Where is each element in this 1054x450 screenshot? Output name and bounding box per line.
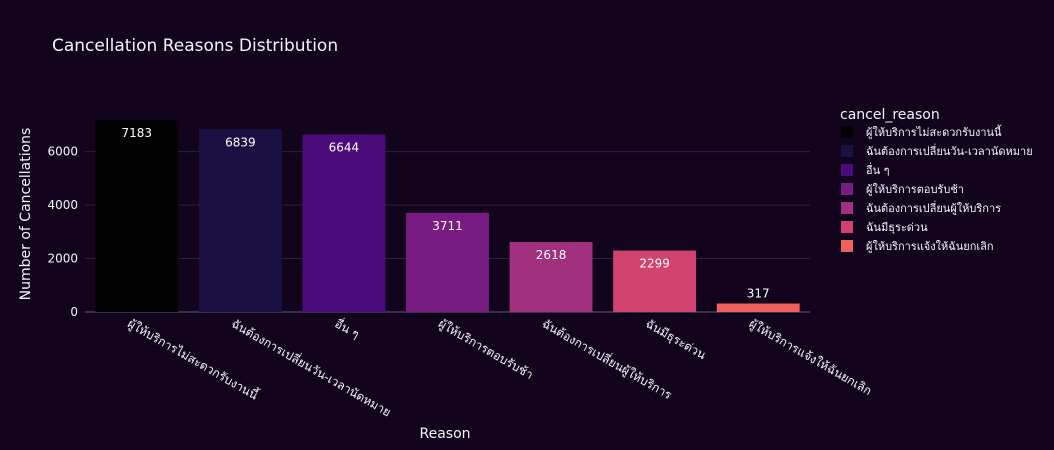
bar[interactable]: [302, 134, 386, 312]
bar[interactable]: [95, 120, 179, 313]
legend-item[interactable]: อื่น ๆ: [841, 162, 890, 177]
legend-swatch: [841, 126, 853, 138]
legend-item[interactable]: ผู้ให้บริการแจ้งให้ฉันยกเลิก: [841, 240, 994, 253]
x-tick-label: ฉันต้องการเปลี่ยนวัน-เวลานัดหมาย: [229, 315, 394, 420]
bar[interactable]: [198, 129, 282, 312]
legend-label: ผู้ให้บริการตอบรับช้า: [866, 183, 964, 196]
legend-item[interactable]: ผู้ให้บริการตอบรับช้า: [841, 183, 964, 196]
bar-value-label: 2618: [536, 248, 567, 262]
bar-value-label: 7183: [122, 126, 153, 140]
bar[interactable]: [509, 242, 593, 312]
x-axis-title: Reason: [419, 426, 470, 442]
x-tick-label: ฉันมีธุระด่วน: [643, 316, 709, 363]
legend-swatch: [841, 164, 853, 176]
y-tick-label: 4000: [47, 198, 78, 212]
legend-item[interactable]: ฉันต้องการเปลี่ยนผู้ให้บริการ: [841, 200, 1001, 215]
legend-label: ฉันมีธุระด่วน: [866, 221, 928, 234]
legend-items: ผู้ให้บริการไม่สะดวกรับงานนี้ฉันต้องการเ…: [841, 124, 1033, 253]
y-axis-title: Number of Cancellations: [18, 128, 34, 301]
legend-item[interactable]: ฉันต้องการเปลี่ยนวัน-เวลานัดหมาย: [841, 143, 1033, 158]
legend-title: cancel_reason: [840, 107, 940, 123]
bar-value-label: 3711: [432, 219, 463, 233]
legend-label: ฉันต้องการเปลี่ยนผู้ให้บริการ: [866, 200, 1001, 215]
legend-swatch: [841, 221, 853, 233]
legend-swatch: [841, 240, 853, 252]
bars[interactable]: [95, 120, 800, 313]
legend-swatch: [841, 145, 853, 157]
x-tick-label: ผู้ให้บริการตอบรับช้า: [436, 316, 536, 382]
bar[interactable]: [406, 212, 489, 312]
bar-value-label: 6839: [225, 135, 256, 149]
bar-value-label: 317: [747, 287, 770, 301]
legend: cancel_reason ผู้ให้บริการไม่สะดวกรับงาน…: [840, 107, 1033, 253]
bar-value-label: 6644: [329, 140, 360, 154]
x-tick-label: ผู้ให้บริการแจ้งให้ฉันยกเลิก: [746, 316, 874, 399]
bar[interactable]: [716, 303, 800, 312]
x-tick-label: อื่น ๆ: [332, 315, 362, 342]
chart-title: Cancellation Reasons Distribution: [52, 36, 338, 56]
legend-label: ฉันต้องการเปลี่ยนวัน-เวลานัดหมาย: [866, 143, 1033, 158]
y-tick-label: 0: [70, 305, 78, 319]
legend-label: ผู้ให้บริการไม่สะดวกรับงานนี้: [866, 124, 1002, 139]
bar[interactable]: [613, 250, 697, 312]
y-axis-ticks: 0 2000 4000 6000: [47, 145, 78, 319]
legend-item[interactable]: ผู้ให้บริการไม่สะดวกรับงานนี้: [841, 124, 1002, 139]
x-axis-ticks: ผู้ให้บริการไม่สะดวกรับงานนี้ฉันต้องการเ…: [125, 315, 874, 420]
legend-swatch: [841, 202, 853, 214]
legend-label: อื่น ๆ: [866, 162, 890, 177]
y-tick-label: 2000: [47, 252, 78, 266]
y-tick-label: 6000: [47, 145, 78, 159]
legend-swatch: [841, 183, 853, 195]
legend-item[interactable]: ฉันมีธุระด่วน: [841, 221, 928, 234]
legend-label: ผู้ให้บริการแจ้งให้ฉันยกเลิก: [866, 240, 994, 253]
bar-value-label: 2299: [639, 257, 670, 271]
data-labels: 7183 6839 6644 3711 2618 2299 317: [122, 126, 770, 300]
